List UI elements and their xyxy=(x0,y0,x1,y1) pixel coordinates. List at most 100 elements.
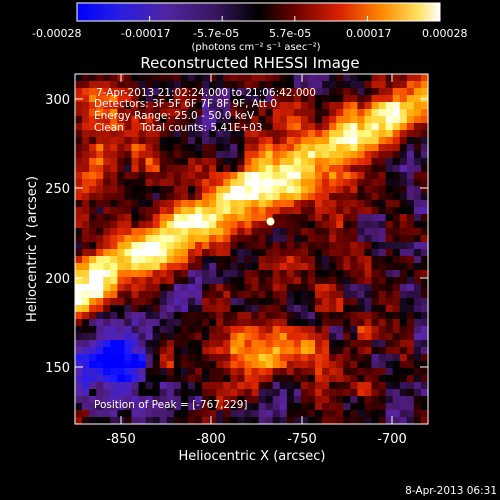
image-pixel xyxy=(378,347,387,355)
image-pixel xyxy=(322,256,330,264)
image-pixel xyxy=(216,305,224,313)
image-pixel xyxy=(159,298,168,306)
image-pixel xyxy=(293,221,302,229)
image-pixel xyxy=(244,158,253,166)
image-pixel xyxy=(322,249,330,257)
image-pixel xyxy=(293,130,302,138)
image-pixel xyxy=(413,284,422,292)
image-pixel xyxy=(420,200,429,208)
image-pixel xyxy=(244,116,253,124)
image-pixel xyxy=(138,389,147,397)
image-pixel xyxy=(202,375,210,383)
image-pixel xyxy=(357,354,366,362)
image-pixel xyxy=(322,158,330,166)
image-pixel xyxy=(293,270,302,278)
image-pixel xyxy=(343,144,351,152)
image-pixel xyxy=(420,137,429,145)
image-pixel xyxy=(378,186,387,194)
image-pixel xyxy=(117,130,126,138)
image-pixel xyxy=(343,109,351,117)
image-pixel xyxy=(202,319,210,327)
image-pixel xyxy=(385,144,394,152)
image-pixel xyxy=(293,256,302,264)
image-pixel xyxy=(152,158,161,166)
image-pixel xyxy=(371,256,380,264)
image-pixel xyxy=(251,235,260,243)
image-pixel xyxy=(371,81,380,89)
image-pixel xyxy=(357,165,366,173)
image-pixel xyxy=(392,305,401,313)
image-pixel xyxy=(364,375,373,383)
image-pixel xyxy=(145,396,154,404)
image-pixel xyxy=(202,130,210,138)
image-pixel xyxy=(152,249,161,257)
image-pixel xyxy=(258,389,267,397)
image-pixel xyxy=(272,263,281,271)
image-pixel xyxy=(420,207,429,215)
image-pixel xyxy=(110,193,118,201)
image-pixel xyxy=(124,263,133,271)
image-pixel xyxy=(286,88,295,96)
image-pixel xyxy=(392,165,401,173)
image-pixel xyxy=(244,109,253,117)
image-pixel xyxy=(315,200,323,208)
image-pixel xyxy=(145,263,154,271)
image-pixel xyxy=(406,326,415,334)
image-pixel xyxy=(173,109,182,117)
image-pixel xyxy=(322,228,330,236)
image-pixel xyxy=(89,130,97,138)
image-pixel xyxy=(385,263,394,271)
image-pixel xyxy=(364,179,373,187)
image-pixel xyxy=(300,347,309,355)
image-pixel xyxy=(244,228,253,236)
image-pixel xyxy=(371,270,380,278)
image-pixel xyxy=(336,193,344,201)
image-pixel xyxy=(138,277,147,285)
image-pixel xyxy=(145,298,154,306)
image-pixel xyxy=(329,326,337,334)
image-pixel xyxy=(89,165,97,173)
image-pixel xyxy=(159,333,168,341)
image-pixel xyxy=(216,396,224,404)
image-pixel xyxy=(406,382,415,390)
image-pixel xyxy=(272,130,281,138)
image-pixel xyxy=(286,403,295,411)
image-pixel xyxy=(145,270,154,278)
image-pixel xyxy=(350,144,358,152)
image-pixel xyxy=(357,263,366,271)
image-pixel xyxy=(103,193,111,201)
image-pixel xyxy=(300,186,309,194)
image-pixel xyxy=(131,235,140,243)
image-pixel xyxy=(216,291,224,299)
image-pixel xyxy=(392,326,401,334)
image-pixel xyxy=(272,221,281,229)
image-pixel xyxy=(159,193,168,201)
image-pixel xyxy=(413,249,422,257)
image-pixel xyxy=(265,270,274,278)
image-pixel xyxy=(180,256,189,264)
image-pixel xyxy=(202,326,210,334)
image-pixel xyxy=(336,312,344,320)
image-pixel xyxy=(187,340,196,348)
image-pixel xyxy=(180,186,189,194)
image-pixel xyxy=(131,305,140,313)
colorbar-tick-label: -0.00017 xyxy=(121,27,170,40)
image-pixel xyxy=(293,284,302,292)
image-pixel xyxy=(237,116,246,124)
image-pixel xyxy=(103,270,111,278)
image-pixel xyxy=(145,151,154,159)
image-pixel xyxy=(385,375,394,383)
image-pixel xyxy=(216,109,224,117)
image-pixel xyxy=(131,270,140,278)
image-pixel xyxy=(131,158,140,166)
image-pixel xyxy=(173,235,182,243)
image-pixel xyxy=(399,298,408,306)
image-pixel xyxy=(166,291,175,299)
image-pixel xyxy=(230,130,238,138)
image-pixel xyxy=(272,193,281,201)
image-pixel xyxy=(216,123,224,131)
image-pixel xyxy=(82,270,90,278)
image-pixel xyxy=(237,382,246,390)
image-pixel xyxy=(251,340,260,348)
image-pixel xyxy=(237,179,246,187)
